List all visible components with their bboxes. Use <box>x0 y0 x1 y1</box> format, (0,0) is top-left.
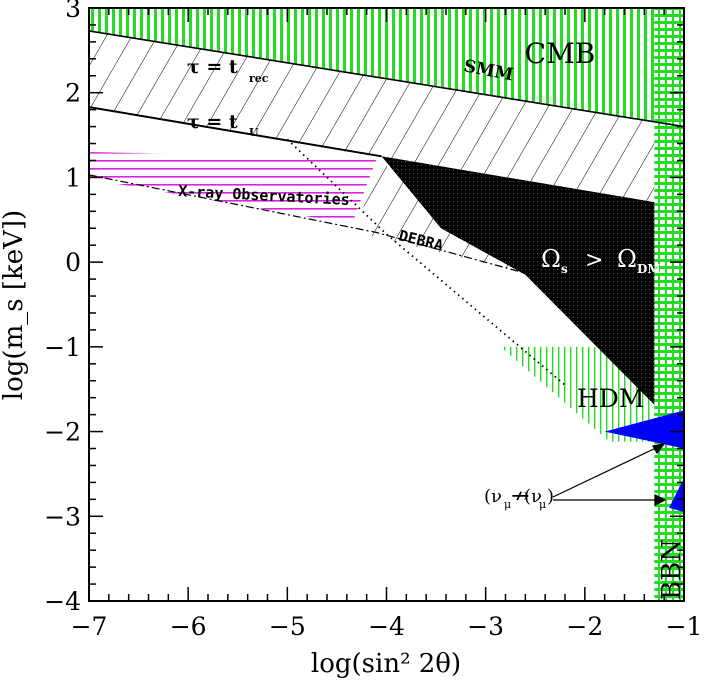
y-tick-label: 1 <box>65 163 81 192</box>
line-tau-tu <box>89 106 382 158</box>
label-nu-oscillation: (ν μ ↛ (ν μ ) <box>484 484 554 511</box>
x-tick-label: −2 <box>566 612 603 641</box>
x-tick-labels: −7 −6 −5 −4 −3 −2 −1 <box>71 612 703 641</box>
y-tick-label: 2 <box>65 79 81 108</box>
svg-text:τ = t: τ = t <box>187 111 238 133</box>
svg-text:DM: DM <box>637 262 661 276</box>
x-tick-label: −4 <box>368 612 405 641</box>
label-bbn: BBN <box>657 539 687 600</box>
svg-text:s: s <box>561 262 568 276</box>
y-tick-label: 0 <box>65 248 81 277</box>
svg-text:Ω: Ω <box>617 245 637 273</box>
svg-text:U: U <box>249 126 259 139</box>
y-tick-label: −2 <box>44 418 81 447</box>
line-tau-trec <box>89 30 684 128</box>
x-tick-label: −6 <box>170 612 207 641</box>
svg-text:(ν: (ν <box>484 486 502 507</box>
y-tick-label: −3 <box>44 502 81 531</box>
svg-text:): ) <box>547 486 554 507</box>
region-hdm <box>500 346 655 442</box>
y-axis-title: log(m_s [keV]) <box>0 210 29 400</box>
svg-text:τ = t: τ = t <box>187 56 238 78</box>
label-tau-trec: τ = t rec <box>187 56 269 85</box>
svg-text:μ: μ <box>504 498 511 511</box>
x-tick-label: −3 <box>467 612 504 641</box>
x-tick-label: −1 <box>666 612 703 641</box>
svg-text:Ω: Ω <box>541 245 561 273</box>
x-axis-title: log(sin² 2θ) <box>311 649 461 679</box>
region-cmb <box>89 8 684 127</box>
y-tick-label: −4 <box>44 587 81 616</box>
region-xray-observatories <box>89 152 377 224</box>
y-tick-labels: −4 −3 −2 −1 0 1 2 3 <box>44 0 81 616</box>
y-tick-label: −1 <box>44 333 81 362</box>
label-cmb: CMB <box>525 37 596 70</box>
region-nu-oscillation <box>604 410 684 449</box>
svg-text:rec: rec <box>249 72 269 85</box>
region-nu-oscillation-lower <box>669 478 684 513</box>
svg-text:↛: ↛ <box>511 484 529 509</box>
region-bbn <box>654 8 684 601</box>
nu-arrows <box>552 443 667 506</box>
x-tick-label: −5 <box>269 612 306 641</box>
line-xray-boundary <box>89 174 526 274</box>
region-smm <box>89 30 684 208</box>
x-tick-label: −7 <box>71 612 108 641</box>
label-hdm: HDM <box>577 384 644 413</box>
svg-text:>: > <box>585 248 603 273</box>
label-omega-dm: Ω s > Ω DM <box>541 245 661 276</box>
svg-text:(ν: (ν <box>524 486 542 507</box>
axis-ticks <box>88 7 685 602</box>
y-tick-label: 3 <box>65 0 81 23</box>
region-omega-dm <box>381 156 684 415</box>
label-tau-tu: τ = t U <box>187 111 259 139</box>
svg-text:μ: μ <box>539 498 546 511</box>
